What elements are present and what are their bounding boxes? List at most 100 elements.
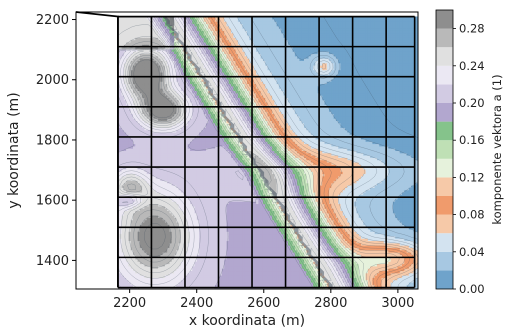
contour-cell: [133, 136, 136, 140]
contour-cell: [137, 95, 141, 98]
contour-cell: [144, 108, 148, 112]
contour-cell: [133, 44, 136, 48]
contour-cell: [148, 125, 152, 128]
contour-cell: [128, 150, 132, 154]
contour-cell: [119, 102, 123, 105]
contour-cell: [146, 120, 150, 124]
contour-cell: [146, 83, 150, 87]
contour-cell: [119, 249, 123, 253]
contour-cell: [121, 162, 125, 165]
contour-cell: [123, 238, 127, 242]
contour-cell: [144, 30, 148, 34]
contour-cell: [139, 155, 143, 158]
contour-cell: [135, 203, 139, 207]
contour-cell: [146, 166, 150, 170]
contour-cell: [146, 60, 150, 64]
contour-cell: [121, 258, 125, 262]
contour-cell: [123, 189, 127, 193]
contour-cell: [144, 69, 148, 73]
contour-cell: [121, 21, 125, 25]
contour-cell: [119, 136, 123, 140]
contour-cell: [139, 65, 143, 68]
contour-cell: [144, 159, 148, 163]
contour-cell: [146, 44, 150, 48]
contour-cell: [142, 196, 145, 200]
contour-cell: [135, 275, 139, 278]
contour-cell: [133, 192, 136, 195]
contour-cell: [130, 258, 134, 262]
contour-cell: [121, 76, 125, 80]
contour-cell: [130, 222, 134, 225]
contour-cell: [133, 159, 136, 163]
contour-cell: [130, 201, 134, 205]
contour-cell: [119, 208, 123, 212]
contour-cell: [121, 51, 125, 55]
contour-cell: [121, 122, 125, 126]
contour-cell: [133, 25, 136, 29]
contour-cell: [148, 99, 152, 103]
contour-cell: [135, 240, 139, 244]
contour-cell: [146, 245, 150, 248]
contour-cell: [146, 42, 150, 45]
contour-cell: [119, 81, 123, 85]
contour-cell: [123, 279, 127, 283]
contour-cell: [121, 125, 125, 128]
contour-cell: [133, 238, 136, 242]
contour-cell: [121, 104, 125, 108]
contour-cell: [142, 210, 145, 214]
contour-cell: [146, 228, 150, 232]
contour-cell: [146, 162, 150, 165]
contour-cell: [133, 122, 136, 126]
contour-cell: [139, 39, 143, 43]
contour-cell: [128, 111, 132, 115]
contour-cell: [137, 111, 141, 115]
contour-cell: [123, 69, 127, 73]
contour-cell: [119, 152, 123, 156]
contour-cell: [130, 21, 134, 25]
contour-cell: [119, 42, 123, 45]
contour-cell: [139, 108, 143, 112]
contour-cell: [130, 122, 134, 126]
contour-cell: [119, 97, 123, 101]
contour-cell: [146, 242, 150, 246]
contour-cell: [128, 122, 132, 126]
contour-cell: [133, 203, 136, 207]
contour-cell: [146, 141, 150, 145]
contour-cell: [133, 201, 136, 205]
contour-cell: [139, 35, 143, 38]
contour-cell: [137, 148, 141, 151]
contour-cell: [135, 136, 139, 140]
contour-cell: [121, 272, 125, 276]
contour-cell: [139, 162, 143, 165]
contour-cell: [123, 155, 127, 158]
contour-cell: [128, 212, 132, 216]
contour-cell: [128, 106, 132, 110]
contour-cell: [133, 182, 136, 186]
contour-cell: [137, 145, 141, 149]
contour-cell: [128, 118, 132, 121]
contour-cell: [139, 198, 143, 202]
contour-cell: [139, 178, 143, 182]
contour-cell: [133, 228, 136, 232]
contour-cell: [137, 245, 141, 248]
contour-cell: [130, 18, 134, 22]
contour-cell: [130, 196, 134, 200]
contour-cell: [135, 277, 139, 281]
contour-cell: [146, 189, 150, 193]
contour-cell: [133, 268, 136, 272]
contour-cell: [135, 238, 139, 242]
contour-cell: [137, 134, 141, 138]
contour-cell: [137, 28, 141, 31]
contour-cell: [126, 275, 129, 278]
contour-cell: [146, 210, 150, 214]
contour-cell: [128, 187, 132, 191]
contour-cell: [139, 136, 143, 140]
contour-cell: [148, 143, 152, 147]
contour-cell: [144, 18, 148, 22]
contour-cell: [142, 113, 145, 117]
contour-cell: [121, 279, 125, 283]
contour-cell: [142, 208, 145, 212]
contour-cell: [144, 46, 148, 50]
contour-cell: [135, 168, 139, 172]
contour-cell: [142, 120, 145, 124]
